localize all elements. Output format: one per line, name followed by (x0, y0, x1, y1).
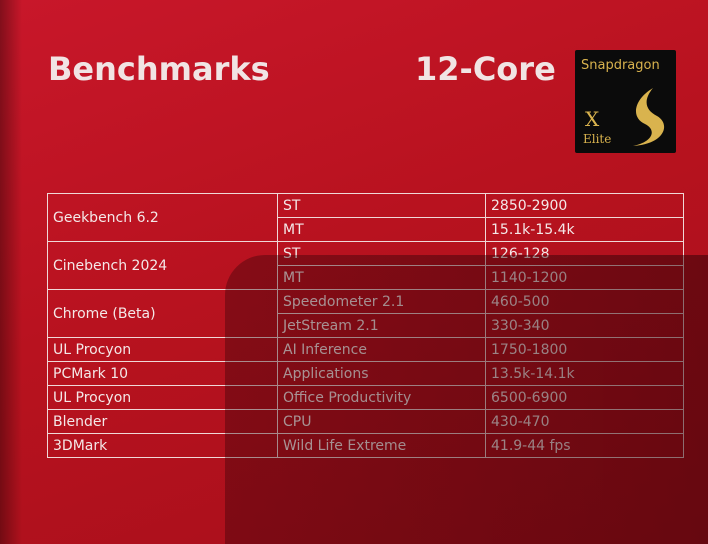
table-row: MT 15.1k-15.4k (48, 217, 684, 242)
table-row: Cinebench 2024 ST 126-128 (47, 241, 684, 290)
test-name: MT (277, 217, 486, 242)
title: Benchmarks (48, 50, 270, 88)
test-name: ST (277, 193, 486, 218)
logo-mark (633, 88, 665, 146)
logo-x: X (585, 107, 600, 131)
table-row: Geekbench 6.2 ST 2850-2900 (47, 193, 684, 242)
score: 2850-2900 (485, 193, 684, 218)
logo-tier: Elite (583, 132, 612, 146)
logo-brand: Snapdragon (581, 58, 660, 73)
score: 15.1k-15.4k (485, 217, 684, 242)
logo: Snapdragon X Elite (575, 50, 676, 153)
shadow (225, 255, 708, 544)
benchmark-name: Geekbench 6.2 (47, 193, 278, 242)
shadow (0, 0, 22, 544)
core-count: 12-Core (415, 50, 556, 88)
